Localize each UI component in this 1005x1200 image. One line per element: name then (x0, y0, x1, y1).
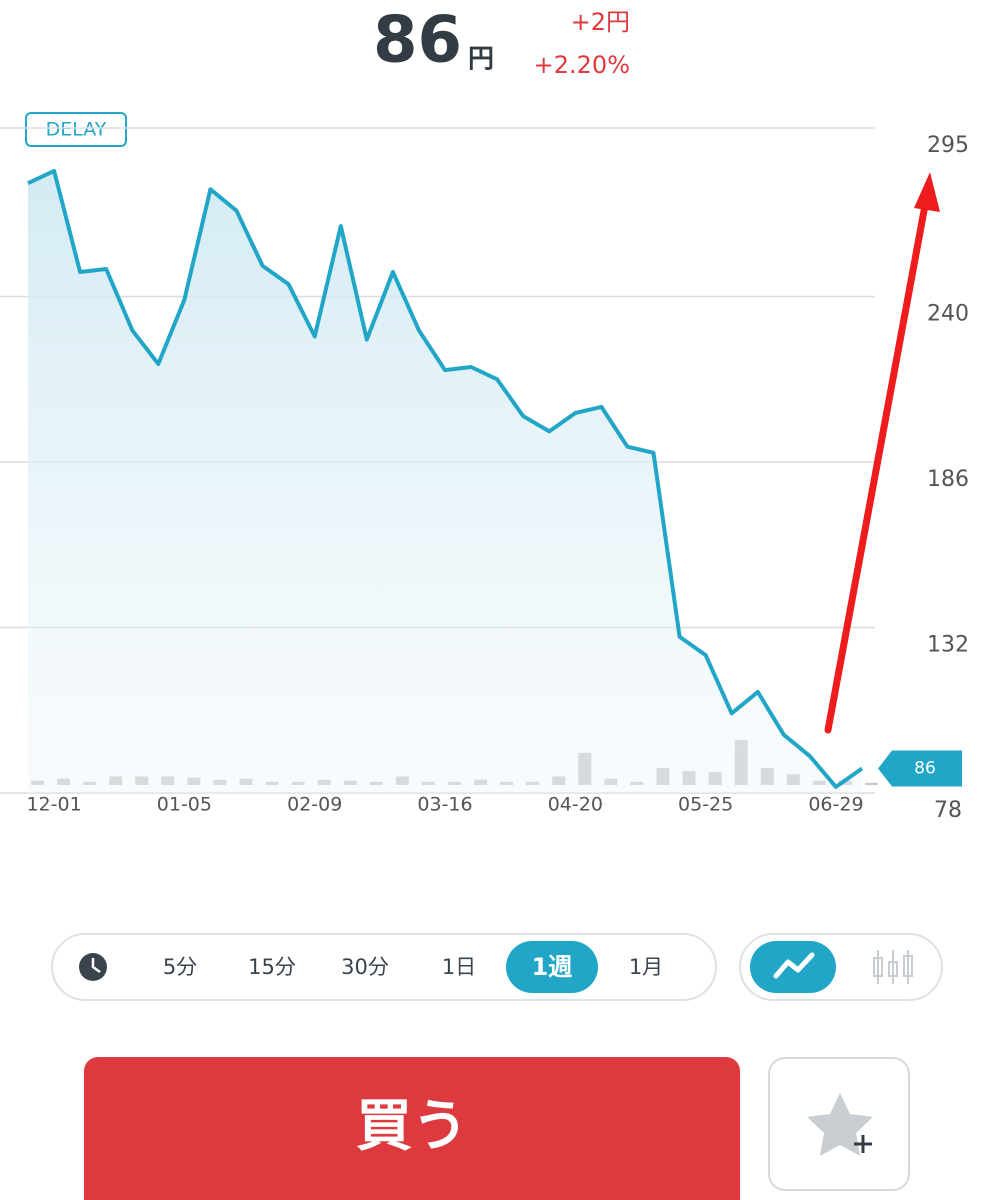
x-tick-label: 01-05 (157, 794, 212, 816)
clock-hands (91, 958, 101, 974)
y-tick-label: 132 (927, 633, 969, 658)
price-unit: 円 (468, 45, 494, 75)
x-tick-label: 05-25 (678, 794, 733, 816)
timeframes: 5分 15分 30分 1日 1週 1月 (163, 941, 663, 993)
price: 86 (373, 4, 462, 78)
price-change-pct: +2.20% (534, 51, 630, 79)
y-tick-label: 78 (934, 798, 962, 823)
y-tick-label: 186 (927, 467, 969, 492)
timeframe-button[interactable]: 5分 (163, 955, 197, 979)
x-tick-label: 03-16 (417, 794, 472, 816)
candle-icon[interactable] (873, 950, 913, 984)
plot: 78 132 186 240 295 12-01 01-05 02-09 03-16 04-20 0… (0, 127, 969, 823)
timeframe-button[interactable]: 30分 (341, 955, 389, 979)
area (28, 170, 862, 793)
star-icon (807, 1093, 873, 1156)
buy-button[interactable] (84, 1057, 740, 1200)
line-chart-icon (773, 952, 815, 979)
annotation-arrow (824, 196, 930, 734)
x-tick-label: 02-09 (287, 794, 342, 816)
y-tick-label: 295 (927, 133, 969, 158)
price-change: +2円 (571, 8, 630, 36)
x-tick-label: 06-29 (808, 794, 863, 816)
timeframe-button[interactable]: 1月 (629, 955, 663, 979)
buy-label: 買う (356, 1094, 468, 1159)
current-price-tag (878, 750, 962, 787)
x-tick-label: 04-20 (548, 794, 603, 816)
plus-icon (854, 1135, 872, 1153)
timeframe-button[interactable]: 15分 (248, 955, 296, 979)
timeframe-button[interactable]: 1週 (532, 953, 573, 981)
x-tick-label: 12-01 (26, 794, 81, 816)
timeframe-button[interactable]: 1日 (442, 955, 476, 979)
delay-text: DELAY (46, 119, 107, 141)
delay-badge (25, 112, 127, 147)
timeframe-selected[interactable] (506, 941, 598, 993)
annotation-arrowhead (914, 172, 940, 212)
volume-bar (865, 782, 878, 785)
price-line (27, 168, 864, 789)
current-price-label: 86 (914, 758, 936, 778)
y-tick-label: 240 (927, 302, 969, 327)
